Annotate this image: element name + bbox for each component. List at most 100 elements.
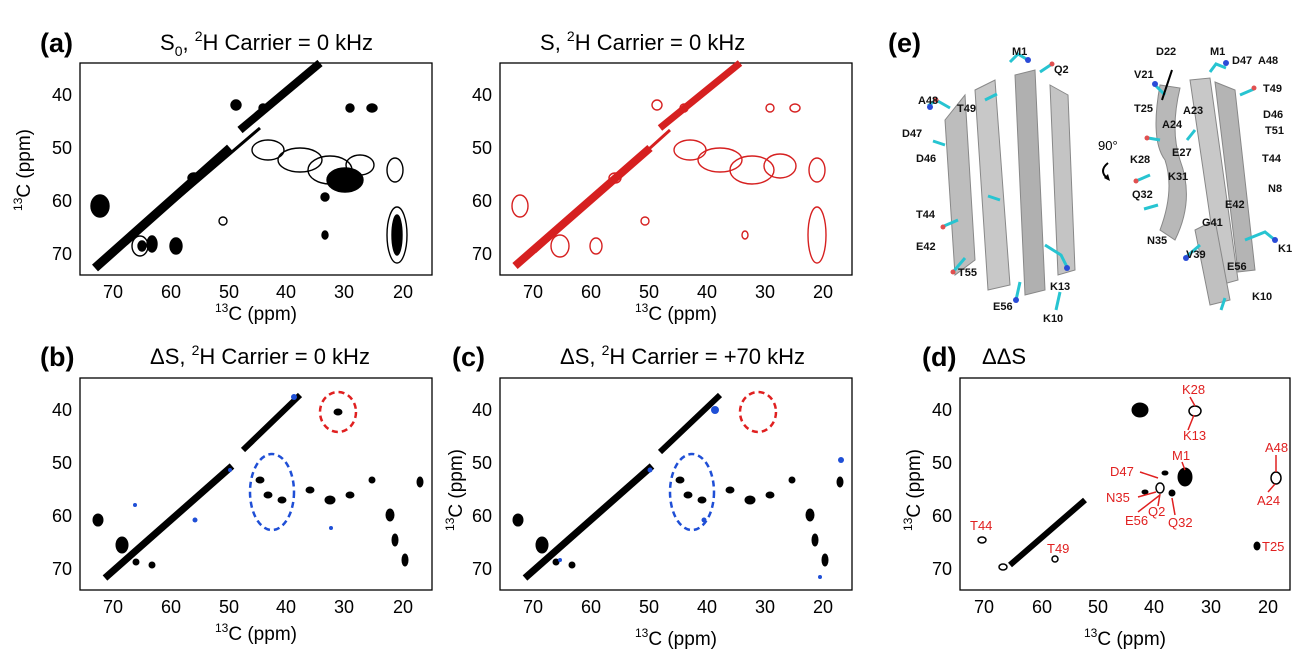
panel-b-frame [79,377,433,591]
panel-a2-y-ticks: 40 50 60 70 [472,85,492,264]
svg-text:E27: E27 [1172,147,1192,159]
svg-text:70: 70 [523,282,543,302]
svg-text:E56: E56 [1227,261,1247,273]
svg-text:20: 20 [393,282,413,302]
svg-text:G41: G41 [1202,217,1223,229]
panel-b-letter: (b) [40,342,74,372]
svg-text:A24: A24 [1257,493,1280,508]
panel-d-x-label: 13C (ppm) [1084,626,1166,650]
svg-text:30: 30 [755,597,775,617]
svg-text:T25: T25 [1134,103,1153,115]
svg-text:70: 70 [52,244,72,264]
panel-d-spectrum [977,402,1282,571]
svg-text:K10: K10 [1043,313,1063,325]
svg-text:60: 60 [52,506,72,526]
svg-text:30: 30 [755,282,775,302]
svg-text:40: 40 [472,400,492,420]
panel-a2-x-ticks: 70 60 50 40 30 20 [523,282,833,302]
panel-a2-frame [499,62,853,276]
panel-b-red-circle [318,390,358,434]
protein-structure-view2 [1133,60,1278,311]
svg-text:50: 50 [932,453,952,473]
protein-structure-view1 [927,52,1076,311]
rotation-arrowhead-icon [1104,174,1110,181]
svg-text:60: 60 [472,191,492,211]
panel-a-spectrum [90,59,408,272]
svg-text:30: 30 [1201,597,1221,617]
svg-text:20: 20 [1258,597,1278,617]
svg-text:K28: K28 [1130,154,1150,166]
panel-b-spectrum [92,392,424,581]
panel-a-frame [79,62,433,276]
svg-text:50: 50 [52,453,72,473]
panel-b-y-ticks: 40 50 60 70 [52,400,72,579]
panel-a-y-label: 13C (ppm) [11,129,35,211]
svg-text:V39: V39 [1186,249,1206,261]
svg-text:N35: N35 [1106,490,1130,505]
svg-text:40: 40 [276,597,296,617]
svg-text:50: 50 [472,138,492,158]
panel-c-spectrum [512,392,844,581]
svg-text:40: 40 [52,85,72,105]
svg-text:M1: M1 [1172,448,1190,463]
panel-a: (a) S0, 2H Carrier = 0 kHz [11,28,433,325]
svg-text:Q32: Q32 [1132,189,1153,201]
panel-b-x-ticks: 70 60 50 40 30 20 [103,597,413,617]
svg-text:30: 30 [334,282,354,302]
svg-text:50: 50 [1088,597,1108,617]
panel-d-assignment-labels: K28 K13 A48 D47 M1 N35 E56 Q2 Q32 A24 T4… [970,382,1288,556]
svg-text:K28: K28 [1182,382,1205,397]
panel-d-x-ticks: 70 60 50 40 30 20 [974,597,1278,617]
svg-text:40: 40 [932,400,952,420]
svg-text:Q2: Q2 [1148,504,1165,519]
panel-b-blue-circle [248,452,296,532]
svg-text:40: 40 [472,85,492,105]
panel-c-red-circle [738,390,778,434]
svg-text:60: 60 [161,597,181,617]
svg-text:K13: K13 [1050,281,1070,293]
panel-a-letter: (a) [40,28,73,58]
svg-text:20: 20 [813,597,833,617]
panel-d: (d) ΔΔS K28 K13 A48 D47 M1 N35 E56 Q2 [901,342,1291,650]
svg-text:70: 70 [472,559,492,579]
panel-a2-x-label: 13C (ppm) [635,301,717,325]
svg-text:60: 60 [581,597,601,617]
svg-text:50: 50 [52,138,72,158]
panel-d-title: ΔΔS [982,344,1026,369]
svg-text:A24: A24 [1162,119,1183,131]
svg-text:K1: K1 [1278,243,1292,255]
svg-text:20: 20 [813,282,833,302]
svg-text:Q2: Q2 [1054,64,1069,76]
svg-text:70: 70 [932,559,952,579]
svg-text:60: 60 [581,282,601,302]
panel-c-blue-peaks [558,406,844,579]
svg-text:D46: D46 [1263,109,1283,121]
svg-text:E42: E42 [1225,199,1245,211]
svg-text:T51: T51 [1265,125,1284,137]
panel-b-title: ΔS, 2H Carrier = 0 kHz [150,342,370,369]
svg-text:60: 60 [472,506,492,526]
panel-a-title: S0, 2H Carrier = 0 kHz [160,28,373,59]
panel-a-x-label: 13C (ppm) [215,301,297,325]
svg-text:T44: T44 [970,518,992,533]
svg-text:N35: N35 [1147,235,1167,247]
svg-text:40: 40 [1144,597,1164,617]
panel-c-frame [499,377,853,591]
panel-b-blue-peaks [133,394,333,530]
panel-d-frame [959,377,1291,591]
svg-text:A48: A48 [918,95,938,107]
svg-text:60: 60 [1032,597,1052,617]
panel-c: (c) ΔS, 2H Carrier = +70 kHz [443,342,853,650]
svg-text:T49: T49 [1263,83,1282,95]
svg-text:E56: E56 [993,301,1013,313]
svg-text:T25: T25 [1262,539,1284,554]
svg-text:50: 50 [472,453,492,473]
panel-a-y-ticks: 40 50 60 70 [52,85,72,264]
svg-text:70: 70 [103,282,123,302]
svg-text:70: 70 [52,559,72,579]
svg-text:60: 60 [932,506,952,526]
svg-text:40: 40 [697,282,717,302]
svg-text:20: 20 [393,597,413,617]
svg-text:40: 40 [697,597,717,617]
